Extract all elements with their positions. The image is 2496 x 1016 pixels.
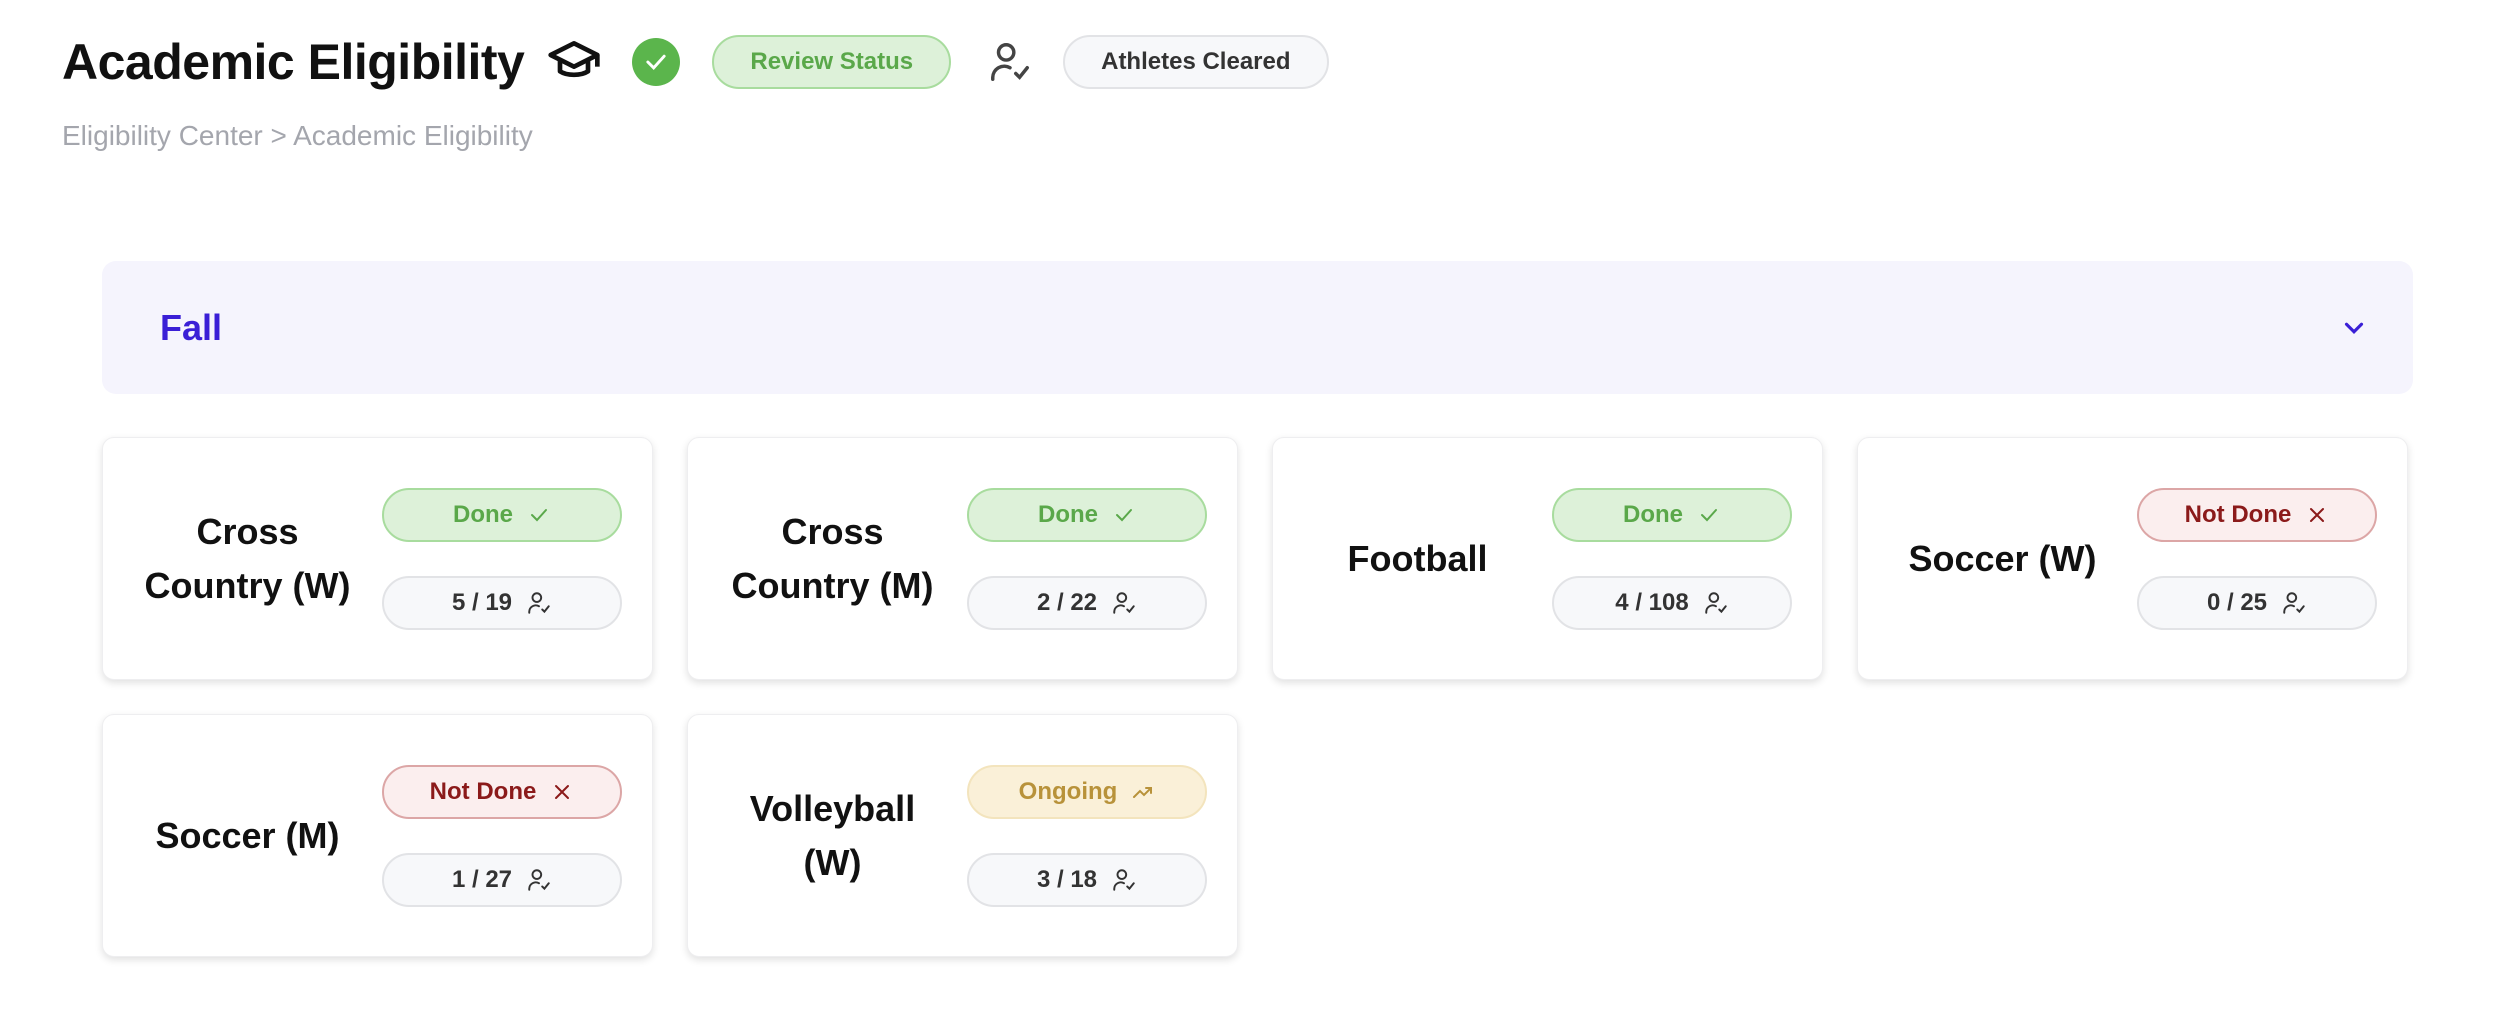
section-fall-header[interactable]: Fall [102, 261, 2413, 394]
status-label: Done [1038, 500, 1098, 528]
athletes-cleared-badge[interactable]: Athletes Cleared [1063, 35, 1329, 89]
sport-card[interactable]: Cross Country (W) Done 5 / 19 [102, 437, 653, 680]
trending-up-icon [1133, 786, 1153, 798]
page-header: Academic Eligibility Review Status Athle… [62, 34, 1329, 90]
check-icon [531, 508, 547, 521]
cleared-count: 0 / 25 [2206, 588, 2268, 616]
status-label: Not Done [2184, 500, 2292, 528]
x-icon [555, 784, 570, 799]
user-check-icon [1113, 591, 1135, 614]
cleared-count: 3 / 18 [1036, 865, 1098, 893]
review-status-badge[interactable]: Review Status [712, 35, 952, 89]
status-badge: Done [967, 487, 1207, 542]
check-icon [1701, 508, 1717, 521]
status-badge: Done [1552, 487, 1792, 542]
status-badge: Not Done [2137, 487, 2377, 542]
status-badge: Ongoing [967, 764, 1207, 819]
check-icon [1116, 508, 1132, 521]
sport-card-grid: Cross Country (W) Done 5 / 19 Cross Count… [102, 437, 2408, 957]
cleared-count-badge: 3 / 18 [967, 852, 1207, 907]
sport-card[interactable]: Soccer (W) Not Done 0 / 25 [1857, 437, 2408, 680]
sport-name: Soccer (W) [1908, 537, 2097, 579]
cleared-count: 1 / 27 [451, 865, 513, 893]
user-check-icon [1704, 591, 1727, 614]
page-title: Academic Eligibility [62, 34, 525, 90]
status-badge: Done [382, 487, 622, 542]
sport-name: Football [1347, 537, 1488, 579]
cleared-count: 2 / 22 [1036, 588, 1098, 616]
status-label: Done [1623, 500, 1683, 528]
user-check-icon [991, 43, 1030, 81]
cleared-count-badge: 4 / 108 [1552, 575, 1792, 630]
user-check-icon [528, 591, 550, 614]
user-check-icon [528, 868, 550, 891]
sport-card[interactable]: Cross Country (M) Done 2 / 22 [687, 437, 1238, 680]
sport-name: Volleyball (W) [749, 787, 916, 883]
cleared-count-badge: 0 / 25 [2137, 575, 2377, 630]
cleared-count: 5 / 19 [451, 588, 513, 616]
status-label: Done [453, 500, 513, 528]
cleared-count-badge: 2 / 22 [967, 575, 1207, 630]
chevron-down-icon[interactable] [2339, 313, 2369, 343]
sport-name: Soccer (M) [155, 814, 340, 856]
cleared-count-badge: 1 / 27 [382, 852, 622, 907]
graduation-cap-icon [548, 41, 601, 78]
cleared-count-badge: 5 / 19 [382, 575, 622, 630]
status-label: Not Done [429, 777, 537, 805]
status-badge: Not Done [382, 764, 622, 819]
sport-card[interactable]: Volleyball (W) Ongoing 3 / 18 [687, 714, 1238, 957]
sport-name: Cross Country (W) [144, 510, 351, 606]
sport-card[interactable]: Soccer (M) Not Done 1 / 27 [102, 714, 653, 957]
sport-name: Cross Country (M) [731, 510, 934, 606]
x-icon [2310, 507, 2325, 522]
sport-card[interactable]: Football Done 4 / 108 [1272, 437, 1823, 680]
approved-check-icon [632, 38, 681, 86]
breadcrumb[interactable]: Eligibility Center > Academic Eligibilit… [62, 120, 533, 151]
section-label: Fall [160, 306, 223, 348]
status-label: Ongoing [1018, 777, 1118, 805]
user-check-icon [2283, 591, 2305, 614]
cleared-count: 4 / 108 [1615, 588, 1689, 616]
user-check-icon [1113, 868, 1135, 891]
